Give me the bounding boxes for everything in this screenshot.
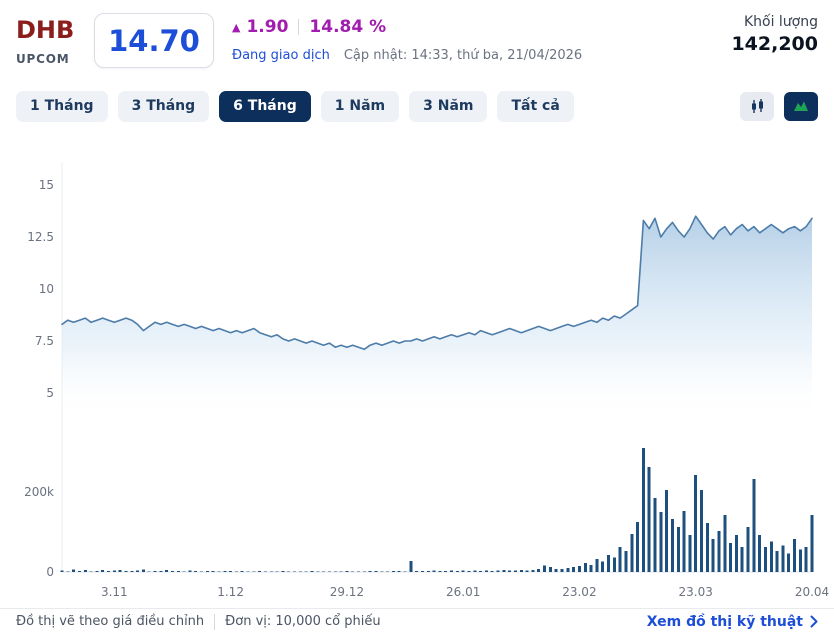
svg-text:23.03: 23.03 [679, 585, 713, 599]
change-percent: 14.84 % [309, 17, 387, 37]
area-chart-icon [794, 101, 808, 111]
candlestick-icon [751, 98, 763, 113]
range-6-months[interactable]: 6 Tháng [219, 90, 311, 122]
current-price: 14.70 [108, 23, 200, 58]
area-chart-button[interactable] [784, 91, 818, 121]
svg-text:23.02: 23.02 [562, 585, 596, 599]
svg-text:26.01: 26.01 [446, 585, 480, 599]
chevron-right-icon [810, 615, 818, 628]
header: DHB UPCOM 14.70 ▲ 1.90 14.84 % Đang giao… [0, 0, 834, 88]
svg-text:20.04: 20.04 [795, 585, 829, 599]
trading-status: Đang giao dịch [232, 48, 330, 63]
range-1-year[interactable]: 1 Năm [320, 90, 400, 122]
price-box: 14.70 [94, 13, 214, 68]
last-updated: Cập nhật: 14:33, thứ ba, 21/04/2026 [343, 48, 583, 63]
candlestick-chart-button[interactable] [740, 91, 774, 121]
change-value: 1.90 [246, 17, 289, 37]
svg-text:3.11: 3.11 [101, 585, 128, 599]
svg-text:5: 5 [46, 386, 54, 400]
exchange-label: UPCOM [16, 52, 70, 66]
volume-block: Khối lượng 142,200 [731, 14, 818, 55]
svg-text:1.12: 1.12 [217, 585, 244, 599]
volume-value: 142,200 [731, 33, 818, 55]
volume-label: Khối lượng [743, 14, 818, 30]
range-all[interactable]: Tất cả [497, 90, 574, 122]
range-1-month[interactable]: 1 Tháng [16, 90, 108, 122]
svg-text:0: 0 [46, 565, 54, 579]
divider [298, 19, 300, 35]
svg-text:15: 15 [39, 178, 54, 192]
unit-note: Đơn vị: 10,000 cổ phiếu [225, 614, 381, 629]
up-arrow-icon: ▲ [232, 20, 241, 34]
adjusted-price-note: Đồ thị vẽ theo giá điều chỉnh [16, 614, 205, 629]
divider [214, 613, 216, 630]
change-block: ▲ 1.90 14.84 % Đang giao dịch Cập nhật: … [232, 17, 582, 63]
footer: Đồ thị vẽ theo giá điều chỉnh Đơn vị: 10… [0, 608, 834, 634]
svg-text:12.5: 12.5 [27, 230, 54, 244]
svg-text:7.5: 7.5 [35, 334, 54, 348]
range-3-years[interactable]: 3 Năm [409, 90, 488, 122]
svg-text:200k: 200k [24, 485, 54, 499]
technical-chart-link[interactable]: Xem đồ thị kỹ thuật [647, 614, 818, 630]
svg-text:10: 10 [39, 282, 54, 296]
ticker-symbol: DHB [16, 16, 75, 44]
volume-chart[interactable]: 200k 0 3.11 1.12 29.12 26.01 23.02 23.03 20.04 [0, 420, 834, 608]
chart-controls: 1 Tháng 3 Tháng 6 Tháng 1 Năm 3 Năm Tất … [16, 90, 818, 122]
price-chart[interactable]: 15 12.5 10 7.5 5 [0, 128, 834, 420]
range-3-months[interactable]: 3 Tháng [117, 90, 210, 122]
svg-text:29.12: 29.12 [330, 585, 364, 599]
